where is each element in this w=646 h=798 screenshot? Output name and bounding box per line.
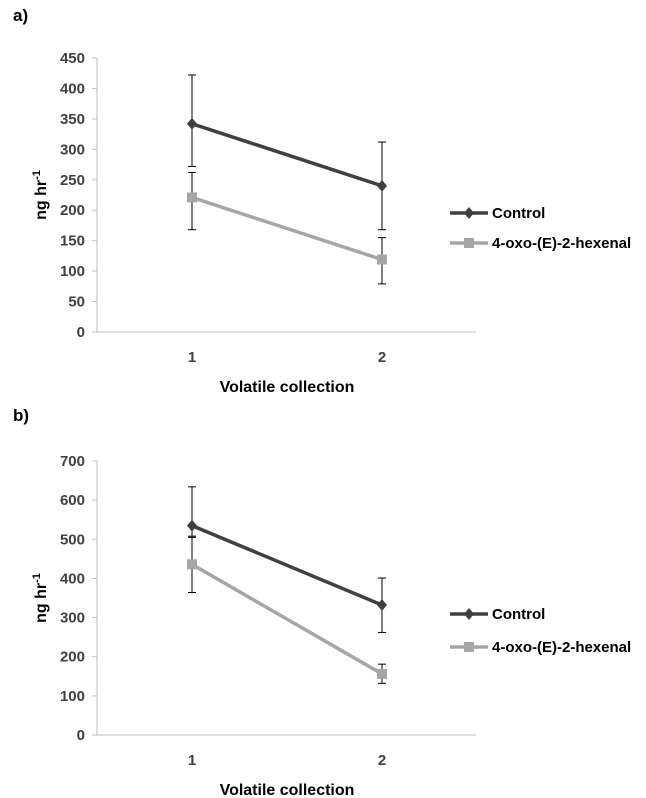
y-tick-label: 200: [60, 649, 85, 666]
panel-a-label: a): [13, 6, 29, 25]
series-line-control: [191, 523, 383, 607]
legend-marker: [464, 207, 474, 219]
series-line-hexenal: [191, 195, 383, 262]
legend-marker: [464, 608, 474, 620]
x-tick-label: 1: [188, 752, 196, 769]
data-point: [187, 192, 197, 203]
legend-label: 4-oxo-(E)-2-hexenal: [492, 235, 631, 252]
y-tick-label: 500: [60, 531, 85, 548]
x-tick-label: 1: [188, 349, 196, 366]
x-tick-label: 2: [378, 752, 386, 769]
legend-label: Control: [492, 205, 545, 222]
y-tick-label: 700: [60, 453, 85, 470]
y-tick-label: 50: [68, 294, 85, 311]
y-axis-title: ng hr-1: [31, 170, 50, 220]
data-point: [377, 599, 387, 612]
legend-marker: [464, 238, 474, 248]
y-tick-label: 0: [77, 324, 85, 341]
y-tick-label: 300: [60, 610, 85, 627]
y-axis-title: ng hr-1: [31, 573, 50, 623]
y-tick-label: 250: [60, 172, 85, 189]
data-point: [187, 519, 197, 532]
data-point: [377, 254, 387, 265]
series-line-hexenal: [191, 562, 383, 676]
data-point: [187, 117, 197, 130]
y-tick-label: 300: [60, 141, 85, 158]
y-tick-label: 0: [77, 727, 85, 744]
chart-b: 0 100 200 300 400 500 600 700 1 2 Volatile collect…: [31, 453, 631, 798]
panel-b-label: b): [13, 406, 30, 425]
y-tick-label: 100: [60, 688, 85, 705]
data-point: [187, 559, 197, 570]
y-tick-label: 150: [60, 233, 85, 250]
y-tick-label: 200: [60, 202, 85, 219]
x-axis-title: Volatile collection: [220, 379, 355, 396]
legend-marker: [464, 642, 474, 652]
chart-a: 0 50 100 150 200 250 300 350 400 450 1 2 Volatile co…: [31, 50, 631, 396]
series-line-control: [191, 122, 383, 188]
legend-label: 4-oxo-(E)-2-hexenal: [492, 639, 631, 656]
legend-label: Control: [492, 606, 545, 623]
x-tick-label: 2: [378, 349, 386, 366]
y-tick-label: 400: [60, 570, 85, 587]
y-tick-label: 350: [60, 111, 85, 128]
y-tick-label: 100: [60, 263, 85, 280]
y-tick-label: 400: [60, 80, 85, 97]
y-tick-label: 600: [60, 492, 85, 509]
data-point: [377, 668, 387, 679]
x-axis-title: Volatile collection: [220, 782, 355, 798]
data-point: [377, 179, 387, 192]
y-tick-label: 450: [60, 50, 85, 67]
